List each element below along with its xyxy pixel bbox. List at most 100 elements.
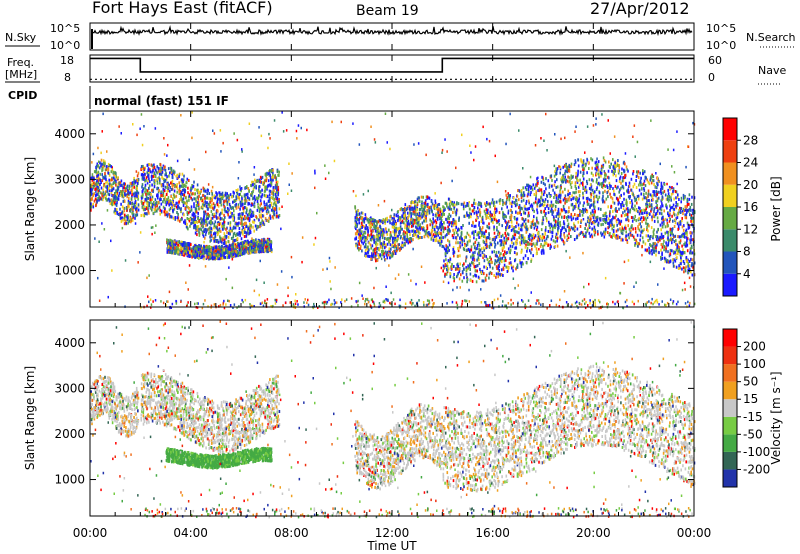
range-cell [95,181,98,185]
range-cell [422,210,425,214]
noise-right-tick-top: 10^5 [706,22,736,35]
range-cell [100,197,103,201]
range-cell [633,208,636,212]
range-cell [153,165,156,169]
range-cell [220,254,222,257]
range-cell [675,196,677,200]
range-cell [579,210,581,214]
range-cell [415,218,417,222]
range-cell [276,183,278,187]
range-cell [377,230,379,234]
range-cell [126,195,128,199]
range-cell [198,190,201,194]
range-cell [135,210,138,214]
range-cell [237,243,240,247]
range-cell [144,190,146,194]
range-cell [176,183,178,187]
range-cell [420,195,423,199]
range-cell [370,257,372,261]
range-cell [186,222,188,226]
range-cell [211,198,213,202]
range-cell [147,179,149,183]
range-cell [143,205,146,209]
range-cell [178,200,180,204]
range-cell [440,240,443,243]
range-cell [192,220,195,224]
range-cell [264,206,266,210]
range-cell [554,208,557,212]
range-cell [117,187,120,191]
range-cell [162,188,165,191]
range-cell [192,211,195,215]
range-cell [91,192,93,196]
range-cell [104,192,106,196]
range-cell [268,196,271,200]
range-cell [408,214,410,218]
range-cell [276,198,279,202]
range-cell [232,225,235,229]
range-cell [201,203,204,207]
range-cell [169,206,172,210]
range-cell [252,239,255,243]
range-cell [176,190,178,194]
range-cell [154,179,157,183]
range-cell [102,163,104,167]
range-cell [274,186,277,189]
range-cell [369,226,371,230]
range-cell [415,235,418,239]
range-cell [215,249,217,253]
range-cell [440,228,442,232]
range-cell [365,243,367,246]
range-cell [509,201,511,205]
range-cell [95,202,98,206]
range-cell [131,181,134,185]
range-cell [211,255,214,259]
range-cell [110,170,113,174]
range-cell [499,239,501,243]
range-cell [270,245,272,249]
range-cell [119,194,121,197]
range-cell [355,244,357,248]
range-cell [129,217,132,220]
range-cell [361,249,363,253]
range-cell [152,169,154,173]
range-cell [622,211,624,215]
range-cell [147,169,150,172]
range-cell [107,162,110,166]
range-cell [100,186,103,190]
range-cell [153,172,156,175]
range-cell [417,234,419,238]
range-cell [175,248,178,252]
range-cell [153,163,155,167]
range-cell [159,212,161,216]
range-cell [111,178,113,182]
range-cell [96,187,98,191]
range-cell [161,166,164,170]
range-cell [219,257,221,261]
range-cell [381,252,383,256]
range-cell [234,204,236,207]
range-cell [162,164,165,168]
range-cell [202,254,204,258]
range-cell [259,222,261,225]
range-cell [426,195,429,199]
range-cell [146,181,149,185]
range-cell [403,221,405,225]
range-cell [213,194,216,198]
range-cell [204,233,207,237]
range-cell [159,198,162,202]
range-cell [99,161,101,165]
range-cell [259,225,261,229]
range-cell [485,273,488,277]
range-cell [254,198,256,202]
range-cell [132,192,135,196]
range-cell [255,184,257,188]
range-cell [162,200,164,204]
range-cell [225,197,228,201]
range-cell [419,223,421,227]
range-cell [681,244,683,248]
range-cell [362,236,364,240]
range-cell [141,200,143,204]
range-cell [210,217,213,221]
range-cell [182,212,184,216]
